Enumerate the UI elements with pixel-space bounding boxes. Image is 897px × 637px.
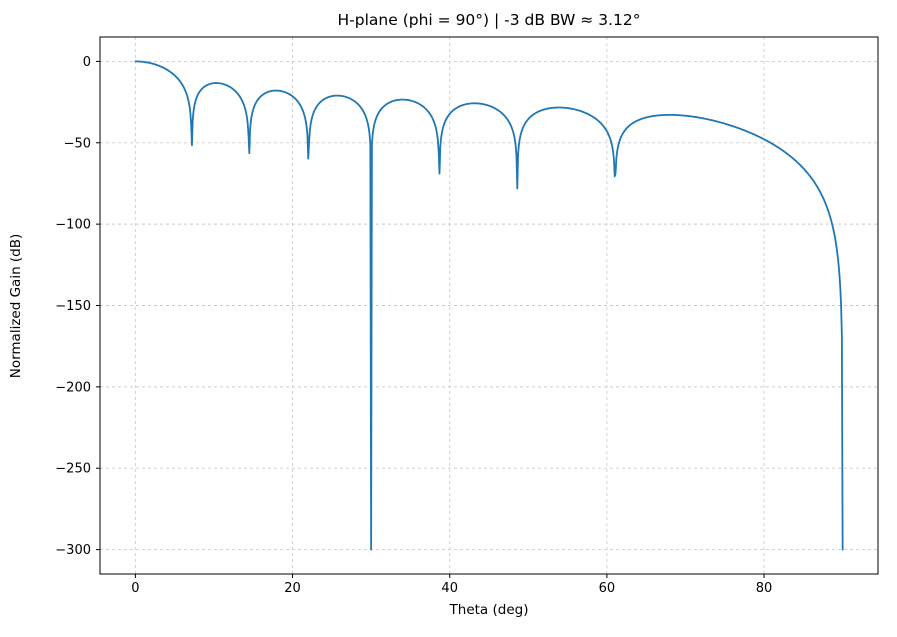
y-tick-label: −250 — [55, 462, 91, 477]
y-axis-label: Normalized Gain (dB) — [8, 234, 24, 379]
chart-title: H-plane (phi = 90°) | -3 dB BW ≈ 3.12° — [338, 11, 641, 29]
y-tick-label: −50 — [64, 136, 91, 151]
series-layer — [134, 60, 844, 551]
grid — [100, 37, 878, 574]
x-tick-label: 60 — [599, 581, 616, 596]
x-tick-label: 20 — [284, 581, 301, 596]
x-tick-label: 80 — [756, 581, 773, 596]
y-tick-label: −150 — [55, 299, 91, 314]
y-tick-label: −200 — [55, 380, 91, 395]
y-tick-label: 0 — [83, 55, 91, 70]
x-tick-label: 0 — [131, 581, 139, 596]
y-tick-label: −100 — [55, 218, 91, 233]
x-tick-label: 40 — [441, 581, 458, 596]
tick-marks — [96, 60, 765, 578]
pattern-line — [134, 60, 844, 551]
x-axis-label: Theta (deg) — [449, 602, 529, 618]
y-tick-label: −300 — [55, 543, 91, 558]
tick-labels: 0 20 40 60 80 0 −50 −100 −150 −200 −250 −300 — [55, 55, 772, 596]
